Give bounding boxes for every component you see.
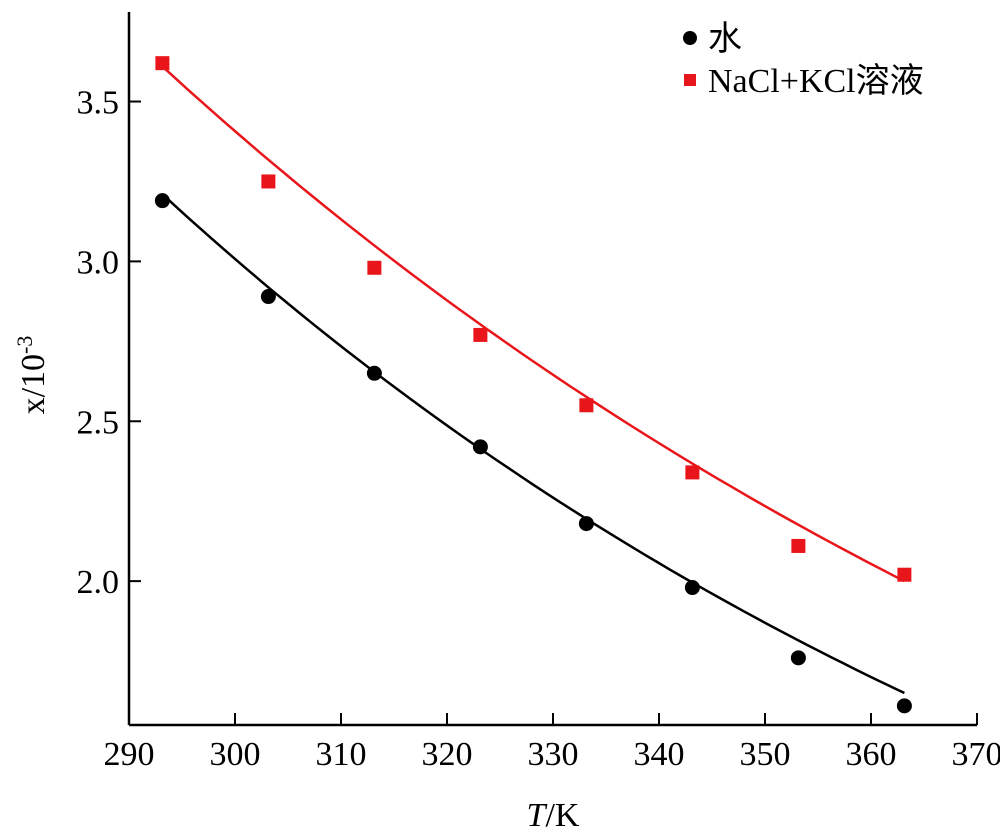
x-tick-label: 290 <box>104 736 155 773</box>
fit-curve-series-0 <box>162 194 904 693</box>
x-tick-label: 320 <box>422 736 473 773</box>
data-point-series-1 <box>579 398 593 412</box>
data-point-series-1 <box>367 261 381 275</box>
x-tick-label: 350 <box>740 736 791 773</box>
data-point-series-0 <box>685 580 700 595</box>
data-point-series-1 <box>685 465 699 479</box>
legend-label-series-0: 水 <box>708 21 742 58</box>
data-point-series-0 <box>261 289 276 304</box>
x-tick-label: 310 <box>316 736 367 773</box>
data-point-series-1 <box>155 56 169 70</box>
legend-marker-series-1 <box>684 74 696 86</box>
x-axis-title-symbol: T <box>527 797 548 833</box>
data-point-series-0 <box>473 439 488 454</box>
x-tick-label: 370 <box>952 736 1000 773</box>
y-axis-title-base: x/10 <box>15 354 52 414</box>
fit-curve-series-1 <box>162 66 904 581</box>
data-point-series-1 <box>897 568 911 582</box>
data-point-series-0 <box>155 193 170 208</box>
x-axis-title: T/K <box>527 797 580 833</box>
data-point-series-0 <box>897 698 912 713</box>
data-point-series-1 <box>261 174 275 188</box>
y-tick-label: 2.5 <box>77 404 120 441</box>
axes <box>129 12 977 725</box>
y-axis-title: x/10-3 <box>12 336 53 415</box>
x-tick-label: 300 <box>210 736 261 773</box>
y-tick-label: 2.0 <box>77 564 120 601</box>
data-points <box>155 56 912 713</box>
data-point-series-0 <box>791 650 806 665</box>
x-tick-label: 330 <box>528 736 579 773</box>
x-tick-label: 360 <box>846 736 897 773</box>
x-tick-label: 340 <box>634 736 685 773</box>
data-point-series-0 <box>367 366 382 381</box>
legend-marker-series-0 <box>683 31 697 45</box>
data-point-series-0 <box>579 516 594 531</box>
y-tick-label: 3.0 <box>77 244 120 281</box>
legend: 水 NaCl+KCl溶液 <box>683 21 924 100</box>
data-point-series-1 <box>791 539 805 553</box>
y-axis-title-exponent: -3 <box>12 336 37 354</box>
fit-curves <box>162 66 904 693</box>
ticks: 290 300 310 320 330 340 350 360 370 2.0 2.5 3.0 3.5 <box>77 85 1000 773</box>
y-tick-label: 3.5 <box>77 85 120 122</box>
data-point-series-1 <box>473 328 487 342</box>
legend-label-series-1: NaCl+KCl溶液 <box>708 62 924 100</box>
x-axis-title-unit: /K <box>545 797 579 833</box>
